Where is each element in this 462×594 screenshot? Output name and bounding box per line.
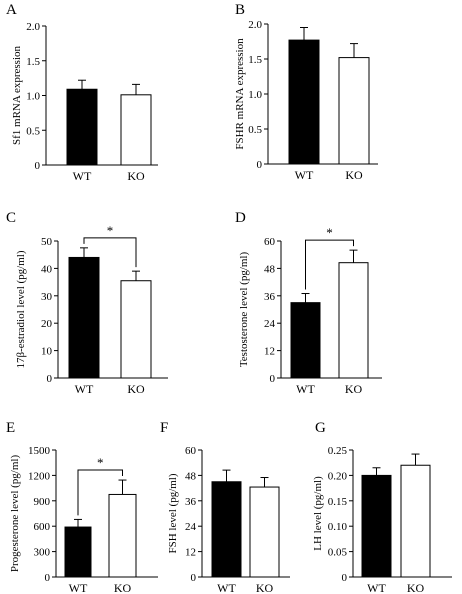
category-label-ko: KO [127, 169, 145, 183]
y-axis-label: FSH level (pg/ml) [167, 473, 179, 553]
panel-letter: G [315, 420, 326, 436]
category-label-wt: WT [296, 382, 315, 396]
y-tick-label: 0.05 [328, 547, 348, 559]
y-tick-label: 50 [41, 236, 53, 248]
significance-marker: * [326, 225, 333, 240]
panel-letter: A [6, 2, 17, 18]
y-tick-label: 0.20 [328, 470, 348, 482]
significance-bracket [305, 239, 354, 290]
y-tick-label: 1.5 [26, 56, 40, 68]
y-axis-label: Testosterone level (pg/ml) [238, 252, 250, 368]
y-tick-label: 24 [264, 318, 276, 330]
y-tick-label: 30 [41, 291, 53, 303]
panel-g: G 0 0.05 0.10 0.15 0.20 0.25 LH level (pg/ml) WT… [312, 420, 452, 594]
bar-wt [290, 302, 321, 379]
bar-wt [211, 481, 242, 578]
panel-letter: C [6, 210, 16, 226]
category-label-wt: WT [75, 382, 94, 396]
y-tick-label: 48 [185, 470, 197, 482]
panel-letter: B [235, 2, 245, 18]
y-tick-label: 1.5 [248, 54, 262, 66]
panel-f: F 0 12 24 36 48 60 FSH level (pg/ml) WT KO [160, 420, 290, 594]
y-tick-label: 0 [45, 572, 51, 584]
y-tick-label: 2.0 [26, 21, 40, 33]
y-tick-label: 1.0 [248, 89, 262, 101]
category-label-wt: WT [217, 581, 236, 594]
y-tick-label: 40 [41, 263, 53, 275]
y-tick-label: 0.15 [328, 496, 348, 508]
significance-marker: * [97, 455, 104, 470]
y-tick-label: 600 [34, 521, 51, 533]
category-label-ko: KO [345, 168, 363, 182]
bar-ko [400, 464, 431, 578]
bar-ko [338, 262, 369, 379]
bar-wt [64, 526, 92, 578]
category-label-ko: KO [345, 382, 363, 396]
y-tick-label: 0 [191, 572, 197, 584]
y-tick-label: 24 [185, 521, 197, 533]
y-tick-label: 20 [41, 318, 53, 330]
y-tick-label: 1200 [28, 470, 51, 482]
category-label-wt: WT [295, 168, 314, 182]
y-tick-label: 0.10 [328, 521, 348, 533]
bar-wt [66, 88, 98, 166]
bar-wt [68, 256, 100, 379]
y-tick-label: 36 [264, 291, 276, 303]
y-tick-label: 0 [257, 159, 263, 171]
panel-c: C 0 10 20 30 40 50 17β-estradiol level (pg/ml) W… [6, 210, 168, 396]
category-label-wt: WT [367, 581, 386, 594]
panel-letter: E [6, 420, 15, 436]
panel-e: E 0 300 600 900 1200 1500 Progesterone level (p… [6, 420, 158, 594]
y-tick-label: 300 [34, 547, 51, 559]
y-tick-label: 1500 [28, 445, 51, 457]
y-axis-label: Progesterone level (pg/ml) [9, 455, 21, 573]
panel-a: A 0 0.5 1.0 1.5 2.0 Sf1 mRNA expression WT KO [6, 2, 158, 183]
y-tick-label: 12 [264, 346, 275, 358]
y-tick-label: 0.25 [328, 445, 348, 457]
bar-wt [288, 39, 320, 165]
bar-ko [120, 94, 152, 166]
category-label-wt: WT [73, 169, 92, 183]
category-label-wt: WT [69, 581, 88, 594]
y-tick-label: 0 [270, 373, 276, 385]
bar-ko [249, 486, 280, 578]
significance-marker: * [107, 223, 114, 238]
y-tick-label: 2.0 [248, 19, 262, 31]
y-axis-label: LH level (pg/ml) [312, 476, 324, 551]
significance-bracket [77, 469, 123, 516]
y-tick-label: 10 [41, 346, 53, 358]
y-tick-label: 1.0 [26, 91, 40, 103]
panel-d: D 0 12 24 36 48 60 Testosterone level (pg/ml) WT… [235, 210, 382, 396]
panel-letter: D [235, 210, 246, 226]
y-tick-label: 60 [264, 236, 276, 248]
y-tick-label: 0 [342, 572, 348, 584]
y-axis-label: 17β-estradiol level (pg/ml) [15, 250, 27, 368]
y-tick-label: 900 [34, 496, 51, 508]
category-label-ko: KO [127, 382, 145, 396]
y-tick-label: 48 [264, 263, 276, 275]
y-tick-label: 0 [35, 160, 41, 172]
y-tick-label: 60 [185, 445, 197, 457]
panel-letter: F [160, 420, 168, 436]
significance-bracket [83, 237, 137, 268]
bar-wt [361, 474, 392, 578]
category-label-ko: KO [114, 581, 132, 594]
y-axis-label: FSHR mRNA expression [234, 38, 246, 150]
y-axis-label: Sf1 mRNA expression [11, 46, 23, 146]
y-tick-label: 12 [185, 547, 196, 559]
y-tick-label: 0 [47, 373, 53, 385]
bar-ko [120, 280, 152, 379]
category-label-ko: KO [256, 581, 274, 594]
bar-ko [338, 57, 370, 165]
y-tick-label: 0.5 [248, 124, 262, 136]
category-label-ko: KO [407, 581, 425, 594]
bar-ko [108, 493, 137, 578]
y-tick-label: 36 [185, 496, 197, 508]
y-tick-label: 0.5 [26, 125, 40, 137]
